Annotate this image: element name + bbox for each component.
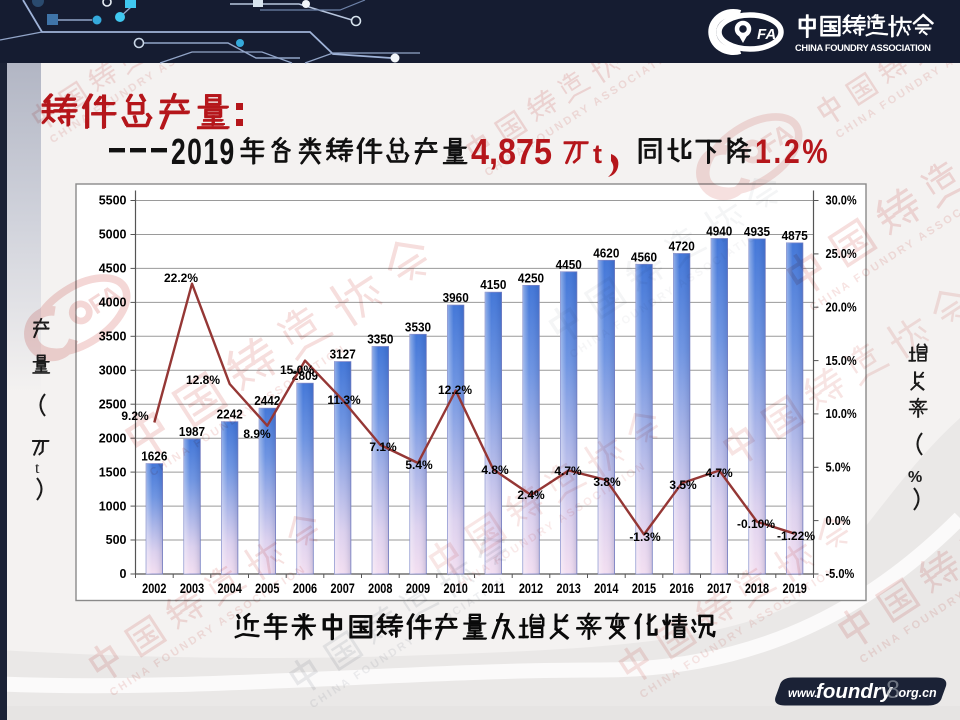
svg-text:2008: 2008 xyxy=(368,581,392,597)
svg-text:foundry: foundry xyxy=(816,680,894,703)
svg-text:.org.cn: .org.cn xyxy=(895,686,937,700)
svg-text:3530: 3530 xyxy=(405,320,431,334)
svg-text:7.1%: 7.1% xyxy=(369,440,397,454)
svg-text:4000: 4000 xyxy=(99,296,127,310)
svg-text:2002: 2002 xyxy=(142,581,166,597)
svg-text:2014: 2014 xyxy=(594,581,618,597)
svg-text:3.5%: 3.5% xyxy=(669,478,697,492)
svg-text:2015: 2015 xyxy=(632,581,656,597)
svg-text:t: t xyxy=(35,460,40,477)
svg-text:-1.22%: -1.22% xyxy=(777,529,815,543)
svg-text:2442: 2442 xyxy=(254,394,280,408)
svg-text:30.0%: 30.0% xyxy=(826,194,858,208)
svg-text:1000: 1000 xyxy=(99,499,127,513)
svg-text:3960: 3960 xyxy=(443,291,469,305)
svg-text:2016: 2016 xyxy=(670,581,694,597)
svg-text:5.4%: 5.4% xyxy=(405,458,433,472)
svg-text:4875: 4875 xyxy=(782,229,808,243)
svg-text:1987: 1987 xyxy=(179,425,205,439)
svg-text:-5.0%: -5.0% xyxy=(826,568,855,582)
svg-text:2019: 2019 xyxy=(171,131,236,172)
svg-text:2007: 2007 xyxy=(331,581,355,597)
svg-text:10.0%: 10.0% xyxy=(826,407,858,421)
svg-text:2012: 2012 xyxy=(519,581,543,597)
svg-text:www.: www. xyxy=(788,688,818,700)
svg-text:-1.3%: -1.3% xyxy=(629,530,661,544)
svg-text:4.8%: 4.8% xyxy=(481,463,509,477)
svg-text:8.9%: 8.9% xyxy=(243,427,271,441)
svg-text:t: t xyxy=(593,139,602,169)
svg-text:%: % xyxy=(908,469,922,486)
svg-text:3127: 3127 xyxy=(330,347,356,361)
svg-text:8: 8 xyxy=(886,676,900,704)
svg-text:2010: 2010 xyxy=(444,581,468,597)
svg-text:5000: 5000 xyxy=(99,228,127,242)
svg-text:20.0%: 20.0% xyxy=(826,301,858,315)
svg-text:4150: 4150 xyxy=(480,278,506,292)
svg-text:2013: 2013 xyxy=(557,581,581,597)
svg-text:2000: 2000 xyxy=(99,431,127,445)
svg-text:5500: 5500 xyxy=(99,194,127,208)
svg-text:2500: 2500 xyxy=(99,397,127,411)
svg-text:-0.10%: -0.10% xyxy=(737,517,775,531)
svg-text:CHINA FOUNDRY ASSOCIATION: CHINA FOUNDRY ASSOCIATION xyxy=(795,43,931,53)
svg-text:2019: 2019 xyxy=(783,581,807,597)
svg-text:11.3%: 11.3% xyxy=(327,393,361,407)
svg-text:2009: 2009 xyxy=(406,581,430,597)
svg-text:3000: 3000 xyxy=(99,364,127,378)
svg-text:1.2%: 1.2% xyxy=(755,133,830,171)
svg-text:3.8%: 3.8% xyxy=(593,475,621,489)
svg-text:4.7%: 4.7% xyxy=(705,466,733,480)
svg-text:4620: 4620 xyxy=(593,246,619,260)
svg-text:15.0%: 15.0% xyxy=(280,363,314,377)
svg-text:5.0%: 5.0% xyxy=(826,461,852,475)
svg-text:4935: 4935 xyxy=(744,225,770,239)
svg-text:4250: 4250 xyxy=(518,271,544,285)
svg-text:2242: 2242 xyxy=(217,407,243,421)
svg-text:4500: 4500 xyxy=(99,262,127,276)
svg-text:4450: 4450 xyxy=(556,257,582,271)
svg-text:22.2%: 22.2% xyxy=(164,271,198,285)
svg-text:2006: 2006 xyxy=(293,581,317,597)
svg-text:2011: 2011 xyxy=(481,581,505,597)
svg-text:FA: FA xyxy=(757,26,776,43)
svg-text:2005: 2005 xyxy=(255,581,279,597)
svg-text:0: 0 xyxy=(120,567,127,581)
svg-text:12.2%: 12.2% xyxy=(438,383,472,397)
svg-text:4,875: 4,875 xyxy=(471,132,552,172)
svg-text:1500: 1500 xyxy=(99,465,127,479)
svg-text:3350: 3350 xyxy=(367,332,393,346)
svg-text:500: 500 xyxy=(106,533,127,547)
